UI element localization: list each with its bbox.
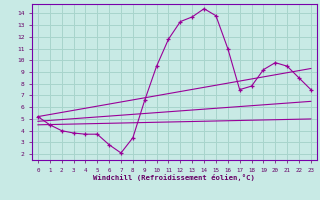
X-axis label: Windchill (Refroidissement éolien,°C): Windchill (Refroidissement éolien,°C) <box>93 174 255 181</box>
